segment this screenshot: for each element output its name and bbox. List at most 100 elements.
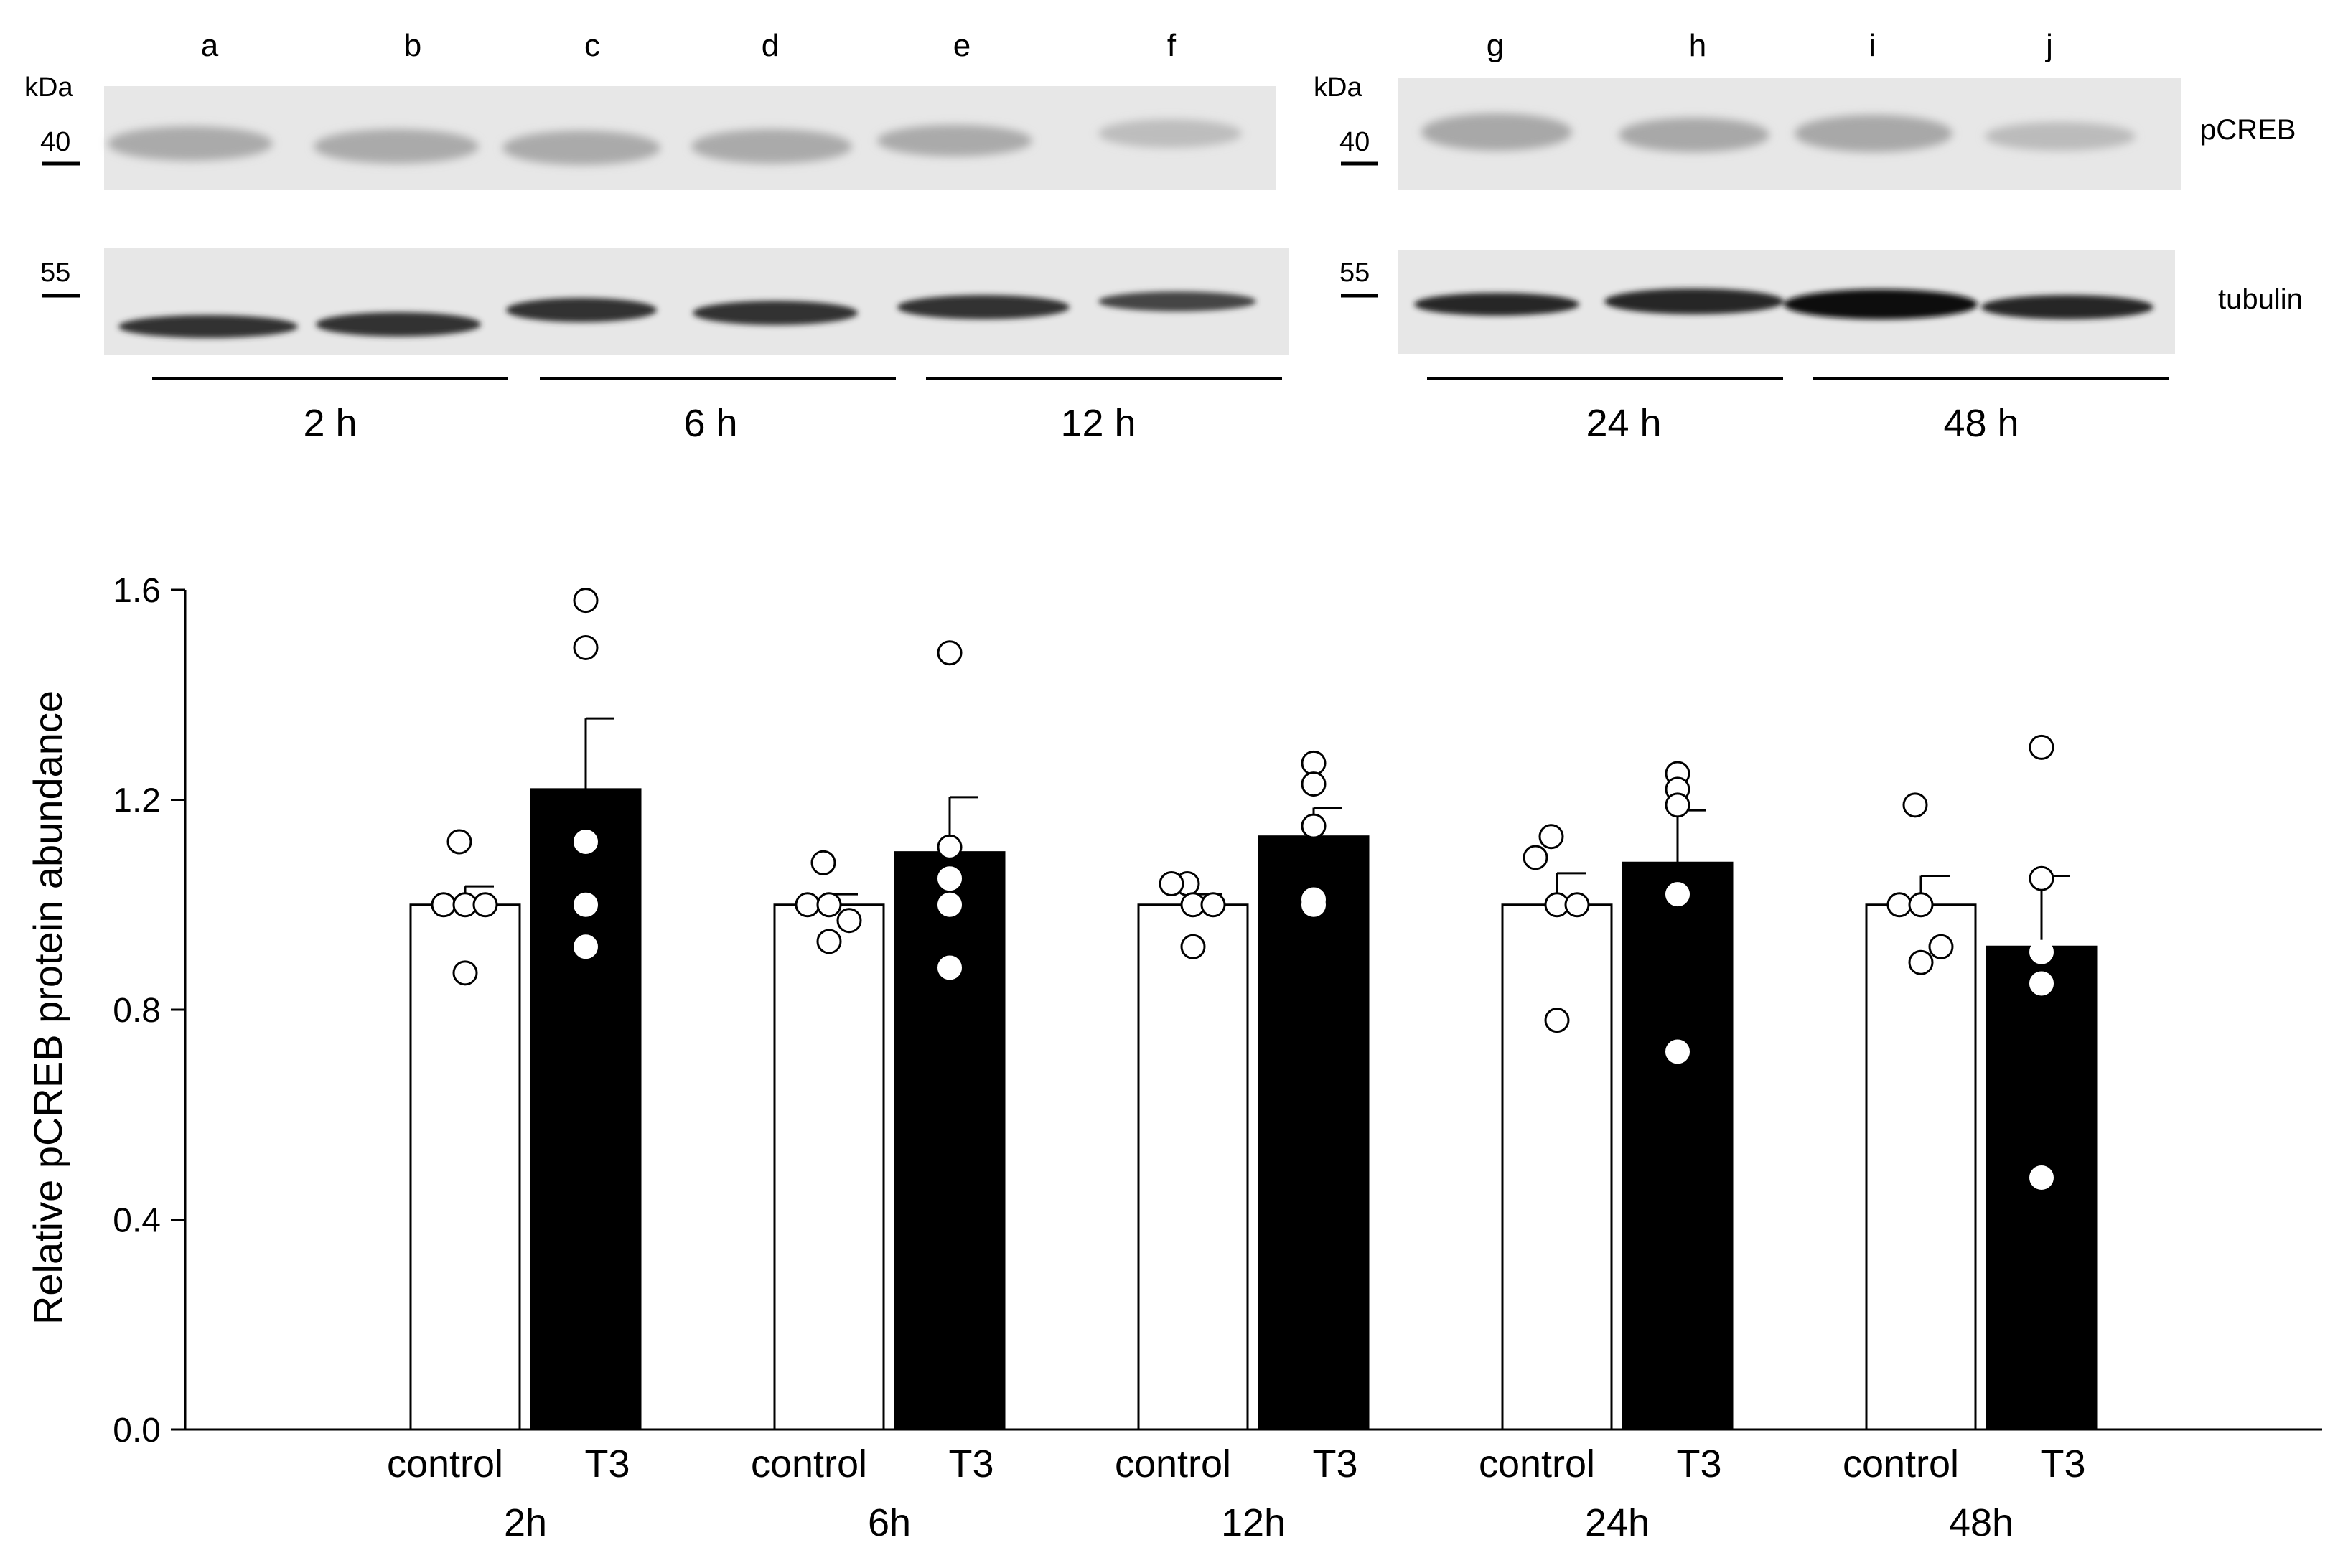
pcreb-band-d — [691, 129, 852, 164]
point-2h-control — [472, 892, 498, 918]
bars — [409, 788, 2098, 1431]
y-tick-label: 1.6 — [113, 572, 161, 610]
point-2h-control — [431, 892, 457, 918]
bar-12h-control — [1137, 903, 1249, 1431]
kda-label: kDa — [24, 72, 73, 103]
tubulin-band-h — [1604, 288, 1784, 314]
y-tick-label: 0.0 — [113, 1412, 161, 1450]
point-6h-control — [816, 929, 842, 954]
point-48h-T3 — [2029, 865, 2054, 891]
tubulin-bands-left — [118, 291, 1256, 338]
x-axis-labels: control T3 control T3 control T3 control T3 cont… — [387, 1442, 2086, 1544]
blot-left-panel: a b c d e f kDa 40 55 — [24, 28, 1289, 445]
point-48h-T3 — [2029, 734, 2054, 760]
pcreb-band-b — [314, 129, 479, 164]
marker-55-label-right: 55 — [1339, 258, 1370, 288]
timepoint-label-12h: 12 h — [1060, 402, 1136, 445]
point-6h-T3 — [937, 834, 963, 860]
lane-label-i: i — [1869, 28, 1876, 63]
timepoint-label-6h: 6 h — [683, 402, 737, 445]
y-tick-label: 0.8 — [113, 992, 161, 1030]
x-label-group-12h: 12h — [1221, 1501, 1286, 1544]
x-label-condition-48h-T3: T3 — [2040, 1442, 2085, 1485]
y-tick-label: 1.2 — [113, 782, 161, 820]
bar-24h-control — [1501, 903, 1613, 1431]
pcreb-band-a — [108, 126, 273, 161]
point-48h-control — [1908, 949, 1934, 975]
point-48h-control — [1908, 892, 1934, 918]
point-48h-control — [1928, 934, 1954, 959]
point-48h-control — [1902, 792, 1928, 818]
lane-label-d: d — [762, 28, 779, 63]
tubulin-band-j — [1981, 295, 2153, 319]
point-6h-T3 — [937, 892, 962, 917]
point-48h-control — [1886, 892, 1912, 918]
point-6h-control — [810, 850, 836, 875]
timepoint-label-48h: 48 h — [1943, 402, 2019, 445]
lane-label-e: e — [953, 28, 971, 63]
point-12h-control — [1159, 871, 1184, 896]
tubulin-bands-right — [1414, 288, 2153, 319]
point-6h-T3 — [937, 866, 962, 891]
tubulin-band-f — [1098, 291, 1256, 311]
point-6h-control — [795, 892, 820, 918]
point-2h-T3 — [574, 892, 598, 917]
x-label-condition-6h-T3: T3 — [948, 1442, 993, 1485]
row-label-pcreb: pCREB — [2200, 114, 2296, 146]
point-12h-control — [1200, 892, 1226, 918]
point-12h-T3 — [1301, 750, 1327, 776]
point-24h-control — [1538, 824, 1564, 850]
pcreb-bands-left — [108, 119, 1242, 165]
point-6h-control — [816, 892, 842, 918]
tubulin-band-c — [506, 298, 657, 322]
bar-12h-T3 — [1258, 835, 1370, 1431]
marker-40-label: 40 — [40, 127, 70, 157]
point-48h-T3 — [2029, 1165, 2054, 1190]
marker-55-label: 55 — [40, 258, 70, 288]
y-tick-label: 0.4 — [113, 1202, 161, 1240]
western-blot: a b c d e f kDa 40 55 — [24, 28, 2303, 445]
kda-label-right: kDa — [1314, 72, 1362, 103]
point-24h-T3 — [1665, 882, 1690, 907]
x-label-condition-12h-control: control — [1115, 1442, 1231, 1485]
blot-right-panel: g h i j kDa 40 55 — [1314, 28, 2181, 445]
x-label-group-48h: 48h — [1949, 1501, 2014, 1544]
lane-label-b: b — [404, 28, 421, 63]
tubulin-band-i — [1784, 289, 1978, 319]
point-12h-T3 — [1301, 892, 1326, 917]
bar-6h-control — [773, 903, 885, 1431]
pcreb-membrane-left — [104, 86, 1276, 190]
point-12h-T3 — [1301, 813, 1327, 839]
bar-2h-T3 — [530, 788, 642, 1431]
lane-label-j: j — [2044, 28, 2053, 63]
pcreb-band-j — [1985, 122, 2136, 151]
y-axis-label: Relative pCREB protein abundance — [25, 690, 70, 1325]
lane-label-a: a — [201, 28, 219, 63]
point-6h-control — [836, 908, 862, 934]
tubulin-band-a — [118, 315, 298, 338]
tubulin-band-b — [316, 312, 481, 337]
point-2h-T3 — [573, 588, 599, 614]
point-12h-control — [1180, 934, 1206, 959]
lane-label-f: f — [1167, 28, 1177, 63]
timepoint-label-2h: 2 h — [303, 402, 357, 445]
lane-label-c: c — [584, 28, 600, 63]
lane-label-h: h — [1689, 28, 1706, 63]
pcreb-band-g — [1421, 113, 1572, 151]
point-48h-T3 — [2029, 971, 2054, 996]
lane-label-g: g — [1487, 28, 1504, 63]
x-label-condition-2h-T3: T3 — [584, 1442, 630, 1485]
point-48h-T3 — [2029, 939, 2054, 964]
point-2h-control — [452, 960, 478, 986]
bar-48h-control — [1865, 903, 1977, 1431]
point-2h-T3 — [574, 934, 598, 959]
x-label-condition-24h-T3: T3 — [1676, 1442, 1721, 1485]
point-2h-T3 — [574, 830, 598, 854]
timepoint-label-24h: 24 h — [1586, 402, 1661, 445]
point-24h-T3 — [1665, 1039, 1690, 1064]
x-label-condition-12h-T3: T3 — [1312, 1442, 1357, 1485]
x-label-condition-6h-control: control — [751, 1442, 867, 1485]
point-24h-T3 — [1665, 792, 1690, 818]
